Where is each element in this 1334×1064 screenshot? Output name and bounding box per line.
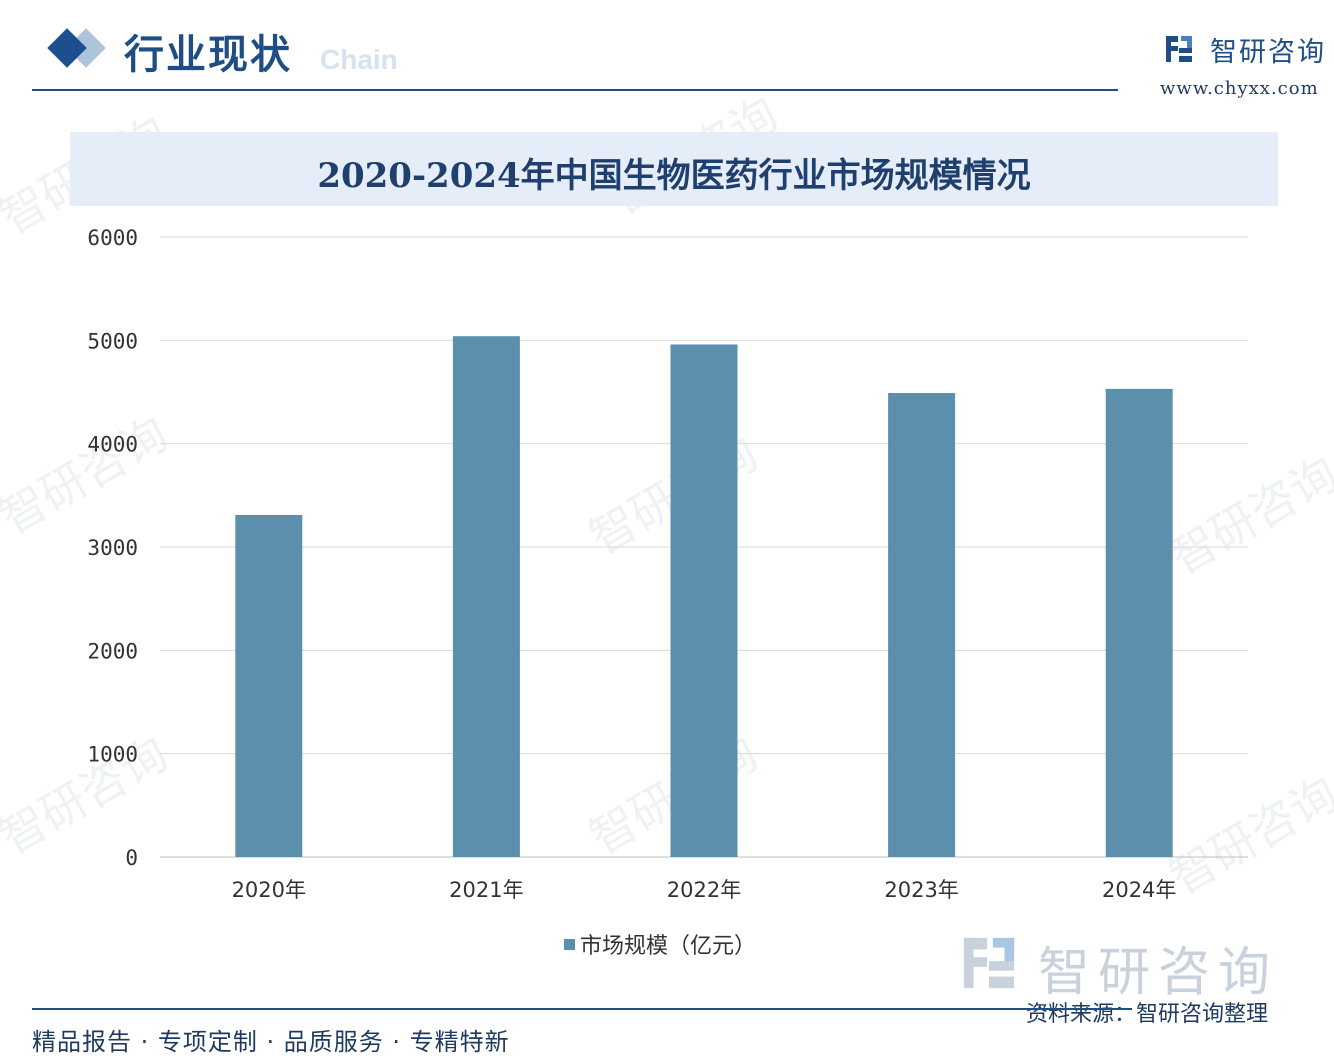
bar (888, 393, 956, 857)
y-tick-label: 5000 (87, 329, 138, 353)
bar (1105, 388, 1173, 857)
bar-chart: 0 1000 2000 3000 4000 5000 6000 2020年 2021年 2022年… (87, 226, 1248, 902)
header-divider (32, 89, 1118, 91)
x-tick-label: 2020年 (232, 878, 306, 902)
y-tick-label: 3000 (87, 536, 138, 560)
section-title: 行业现状 (124, 32, 292, 78)
legend-label: 市场规模（亿元） (580, 934, 757, 959)
brand: 智研咨询 www.chyxx.com (1160, 30, 1330, 100)
bar (235, 514, 303, 857)
brand-name: 智研咨询 (1210, 37, 1326, 68)
brand-watermark-logo-icon (963, 937, 1015, 989)
brand-url: www.chyxx.com (1160, 78, 1319, 99)
footer-divider (32, 1008, 1132, 1010)
data-source: 资料来源：智研咨询整理 (1026, 1002, 1269, 1027)
brand-logo-icon (1166, 36, 1192, 62)
x-tick-label: 2023年 (884, 878, 958, 902)
footer-tagline: 精品报告 · 专项定制 · 品质服务 · 专精特新 (32, 1028, 510, 1056)
x-tick-label: 2021年 (449, 878, 523, 902)
x-tick-label: 2024年 (1102, 878, 1176, 902)
y-tick-label: 4000 (87, 433, 138, 457)
y-tick-label: 6000 (87, 226, 138, 250)
page-header: Chain 行业现状 智研咨询 www.chyxx.com (0, 0, 1334, 110)
section-ghost-text: Chain (320, 44, 398, 75)
brand-watermark-name: 智研咨询 (1038, 943, 1279, 1003)
bar (670, 344, 738, 857)
y-tick-label: 1000 (87, 743, 138, 767)
chart-title-band: 2020-2024年中国生物医药行业市场规模情况 (70, 132, 1278, 206)
y-tick-label: 2000 (87, 639, 138, 663)
x-tick-label: 2022年 (667, 878, 741, 902)
brand-watermark: 智研咨询 (960, 930, 1320, 1003)
y-tick-label: 0 (125, 846, 138, 870)
chart-title: 2020-2024年中国生物医药行业市场规模情况 (317, 156, 1031, 196)
bar (452, 336, 520, 857)
legend-swatch (564, 939, 575, 950)
